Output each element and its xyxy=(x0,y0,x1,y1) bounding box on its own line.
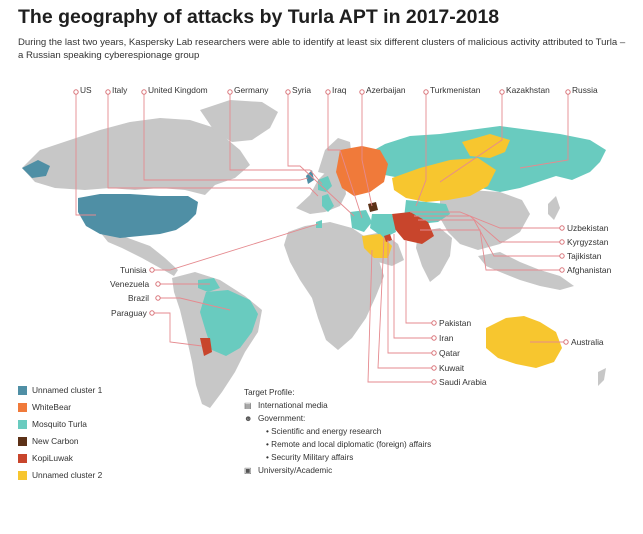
saudi-shape xyxy=(362,234,392,258)
whitebear-region xyxy=(336,146,388,196)
gov-item-label: Scientific and energy research xyxy=(271,427,382,436)
bullet-icon: • xyxy=(266,427,272,436)
label-germany: Germany xyxy=(234,85,269,95)
azerbaijan-shape xyxy=(368,202,378,212)
legend-item-unnamed-cluster-2: Unnamed cluster 2 xyxy=(18,470,218,482)
label-paraguay: Paraguay xyxy=(111,308,147,318)
label-uzbekistan: Uzbekistan xyxy=(567,223,609,233)
label-syria: Syria xyxy=(292,85,312,95)
label-australia: Australia xyxy=(571,337,604,347)
target-label: University/Academic xyxy=(258,466,333,475)
greenland-land xyxy=(200,100,278,142)
bullet-icon: • xyxy=(266,440,272,449)
australia-shape xyxy=(486,316,562,368)
mexico-land xyxy=(100,232,178,276)
gov-item: • Remote and local diplomatic (foreign) … xyxy=(266,440,431,449)
label-qatar: Qatar xyxy=(439,348,460,358)
label-tunisia: Tunisia xyxy=(120,265,147,275)
europe-land xyxy=(296,168,346,214)
target-label: Government: xyxy=(258,414,306,423)
legend-label: Unnamed cluster 2 xyxy=(32,470,103,480)
tunisia-shape xyxy=(316,220,322,228)
label-iran: Iran xyxy=(439,333,454,343)
iran-teal xyxy=(370,214,396,238)
bullet-icon: • xyxy=(266,453,272,462)
target-profile-title: Target Profile: xyxy=(244,388,295,397)
label-tajikistan: Tajikistan xyxy=(567,251,602,261)
gov-item: • Security Military affairs xyxy=(266,453,353,462)
label-kuwait: Kuwait xyxy=(439,363,465,373)
label-pakistan: Pakistan xyxy=(439,318,472,328)
label-kyrgyzstan: Kyrgyzstan xyxy=(567,237,609,247)
africa-land xyxy=(284,222,384,350)
label-kazakhstan: Kazakhstan xyxy=(506,85,550,95)
leader-dots xyxy=(73,89,571,385)
label-russia: Russia xyxy=(572,85,598,95)
alaska-shape xyxy=(22,160,50,178)
target-international-media: ▤ International media xyxy=(244,401,328,410)
legend-label: New Carbon xyxy=(32,436,79,446)
canada-land xyxy=(22,118,250,195)
legend-label: Mosquito Turla xyxy=(32,419,87,429)
map-subtitle: During the last two years, Kaspersky Lab… xyxy=(18,37,626,61)
se-asia-land xyxy=(478,252,574,290)
legend-item-new-carbon: New Carbon xyxy=(18,436,218,448)
target-government: ☻ Government: xyxy=(244,414,305,423)
legend-label: KopiLuwak xyxy=(32,453,73,463)
label-azerbaijan: Azerbaijan xyxy=(366,85,406,95)
gov-item-label: Remote and local diplomatic (foreign) af… xyxy=(271,440,432,449)
legend-item-whitebear: WhiteBear xyxy=(18,402,218,414)
leader-lines xyxy=(75,93,569,383)
label-turkmenistan: Turkmenistan xyxy=(430,85,481,95)
book-icon: ▣ xyxy=(244,466,252,475)
target-university: ▣ University/Academic xyxy=(244,466,332,475)
legend-swatch xyxy=(18,403,27,412)
gov-item-label: Security Military affairs xyxy=(271,453,354,462)
paraguay-shape xyxy=(200,338,212,356)
russia-east-yellow xyxy=(462,134,510,158)
legend-swatch xyxy=(18,454,27,463)
label-united-kingdom: United Kingdom xyxy=(148,85,208,95)
map-title: The geography of attacks by Turla APT in… xyxy=(18,6,500,28)
legend-swatch xyxy=(18,420,27,429)
legend-swatch xyxy=(18,471,27,480)
china-land xyxy=(440,190,530,250)
label-iraq: Iraq xyxy=(332,85,347,95)
legend-label: WhiteBear xyxy=(32,402,72,412)
legend-swatch xyxy=(18,437,27,446)
legend-item-kopiluwak: KopiLuwak xyxy=(18,453,218,465)
venezuela-shape xyxy=(198,278,220,292)
label-us: US xyxy=(80,85,92,95)
italy-shape xyxy=(322,194,334,212)
label-afghanistan: Afghanistan xyxy=(567,265,612,275)
gov-item: • Scientific and energy research xyxy=(266,427,381,436)
person-icon: ☻ xyxy=(244,414,253,423)
kazakhstan-shape xyxy=(392,158,496,202)
legend-label: Unnamed cluster 1 xyxy=(32,385,103,395)
label-saudi-arabia: Saudi Arabia xyxy=(439,377,487,387)
germany-shape xyxy=(318,176,332,192)
target-label: International media xyxy=(258,401,328,410)
syria-iraq-teal xyxy=(350,210,372,232)
legend-swatch xyxy=(18,386,27,395)
nz-land xyxy=(598,368,606,386)
media-icon: ▤ xyxy=(244,401,252,410)
label-italy: Italy xyxy=(112,85,128,95)
us-shape xyxy=(78,194,198,238)
uk-shape xyxy=(306,170,314,184)
label-venezuela: Venezuela xyxy=(110,279,150,289)
japan-land xyxy=(548,196,560,220)
legend-item-unnamed-cluster-1: Unnamed cluster 1 xyxy=(18,385,218,397)
label-brazil: Brazil xyxy=(128,293,149,303)
legend-item-mosquito-turla: Mosquito Turla xyxy=(18,419,218,431)
qatar-kuwait xyxy=(384,234,392,242)
